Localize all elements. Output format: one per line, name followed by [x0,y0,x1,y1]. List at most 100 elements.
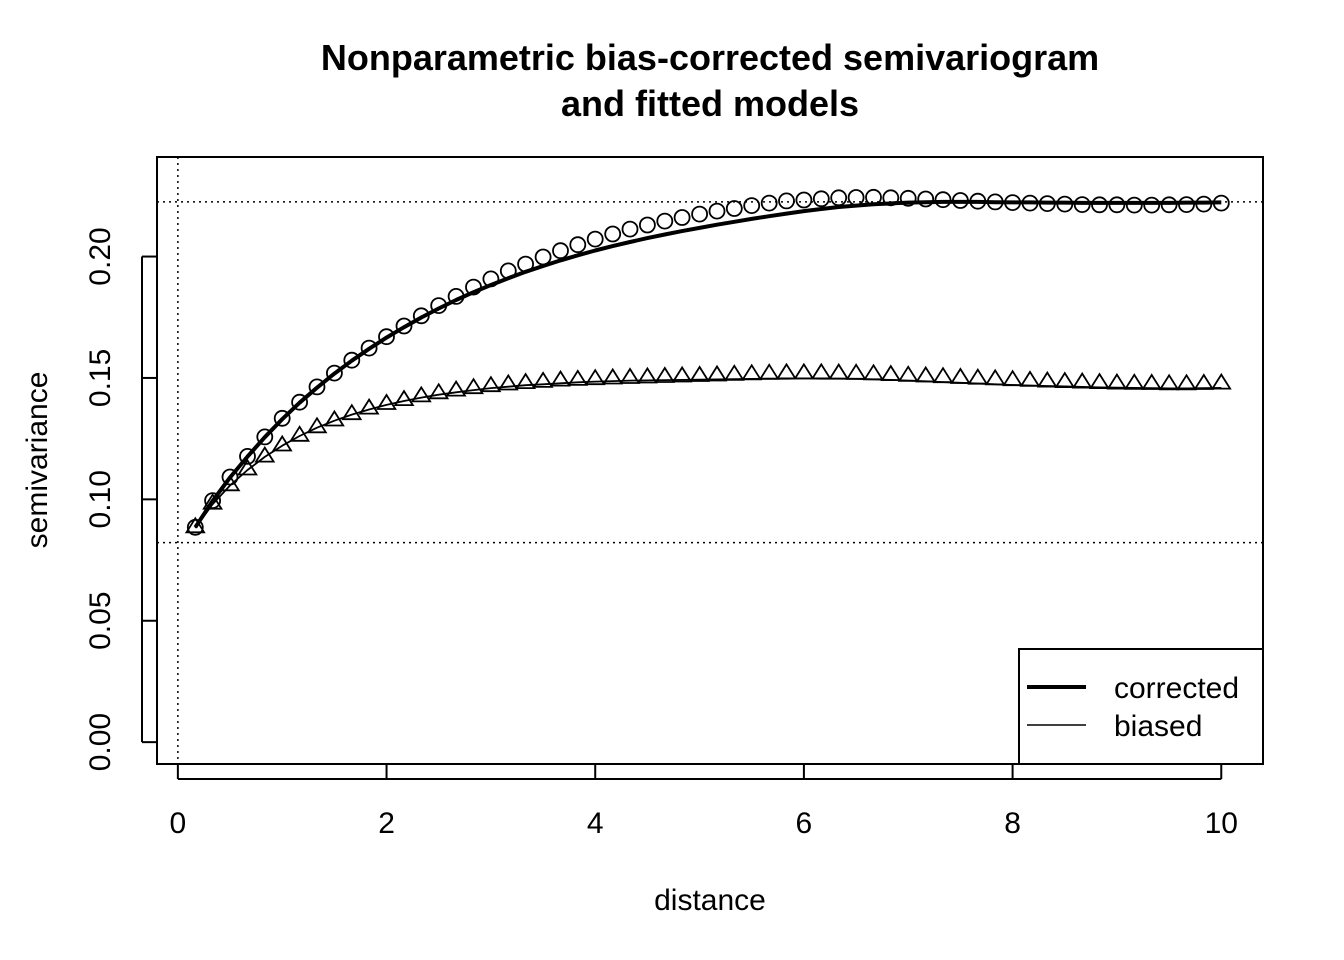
biased-point [306,416,328,434]
biased-point [1210,372,1232,390]
corrected-point [639,216,656,234]
biased-point [967,368,989,385]
corrected-point [378,328,395,346]
corrected-point [308,378,326,396]
biased-point [219,474,241,492]
corrected-point [517,255,534,273]
corrected-point [969,192,987,210]
biased-point [567,369,589,386]
corrected-point [552,242,569,260]
biased-point [984,368,1006,386]
biased-point [863,363,884,381]
corrected-point [465,278,482,296]
biased-point [1176,373,1197,391]
biased-point [1123,373,1145,390]
biased-point [1002,369,1024,387]
corrected-point [360,339,378,357]
biased-point [410,385,432,403]
corrected-point [325,364,343,382]
biased-point [445,379,467,397]
corrected-fit-line [193,199,1222,529]
x-tick-label: 2 [378,807,395,840]
corrected-point [482,270,500,288]
biased-point [810,362,832,380]
biased-point [793,362,815,380]
corrected-point [725,200,743,217]
corrected-point [917,190,935,208]
biased-point [1036,370,1058,388]
biased-point [654,366,676,383]
biased-point [1141,373,1163,390]
biased-point [949,367,971,384]
biased-point [1106,372,1128,390]
biased-point [602,367,624,385]
corrected-point [1143,196,1161,214]
biased-point [289,425,311,442]
corrected-point [743,197,761,215]
chart-title-line-2: and fitted models [561,83,859,124]
corrected-point [569,236,587,254]
biased-point [341,403,363,421]
corrected-point [691,205,708,223]
y-tick-label: 0.15 [84,349,117,407]
corrected-point [412,307,430,325]
biased-point [463,377,484,395]
x-tick-label: 8 [1004,807,1021,840]
biased-point [202,493,224,510]
biased-point [254,445,276,463]
y-tick-label: 0.10 [84,470,117,528]
biased-point [550,369,571,387]
biased-point [323,409,345,427]
corrected-point [430,297,448,315]
x-tick-label: 4 [587,807,604,840]
y-tick-label: 0.05 [84,592,117,650]
corrected-point [291,393,309,411]
legend-corrected-label: corrected [1114,672,1239,705]
biased-point [845,363,867,380]
corrected-point [708,202,726,220]
biased-point [706,364,728,382]
biased-point [480,375,502,393]
biased-point [758,363,780,380]
corrected-point [1125,196,1143,214]
biased-point [619,367,641,384]
fitted-model-lines [193,199,1222,529]
corrected-point [760,194,778,212]
biased-point [497,373,519,391]
x-tick-label: 0 [170,807,187,840]
plot-frame [156,156,1264,765]
legend: corrected biased [1018,648,1264,765]
corrected-point [882,189,900,207]
corrected-point [934,191,952,209]
x-axis: 0 2 4 6 8 10 [170,764,1238,840]
corrected-point [847,189,865,206]
corrected-point [256,428,274,446]
biased-point [271,434,293,452]
corrected-point [1108,196,1126,214]
biased-point [532,371,554,388]
corrected-point [952,192,969,209]
reference-lines [157,157,1263,764]
corrected-point [499,262,517,280]
corrected-point [343,351,361,369]
y-axis-label: semivariance [21,372,54,549]
corrected-point [778,192,795,210]
corrected-point [221,468,239,486]
biased-point [915,365,937,383]
data-markers [184,188,1232,536]
y-tick-label: 0.20 [84,227,117,285]
corrected-point [534,248,552,266]
x-tick-label: 6 [796,807,813,840]
corrected-point [795,191,813,209]
corrected-point [830,189,848,207]
corrected-point [1021,194,1039,212]
x-tick-label: 10 [1205,807,1238,840]
corrected-point [447,287,465,305]
corrected-point [1073,196,1091,214]
corrected-point [673,209,691,226]
biased-point [428,382,450,400]
corrected-point [604,225,622,243]
biased-point [393,389,415,407]
corrected-point [899,189,917,207]
biased-point [1054,371,1076,389]
